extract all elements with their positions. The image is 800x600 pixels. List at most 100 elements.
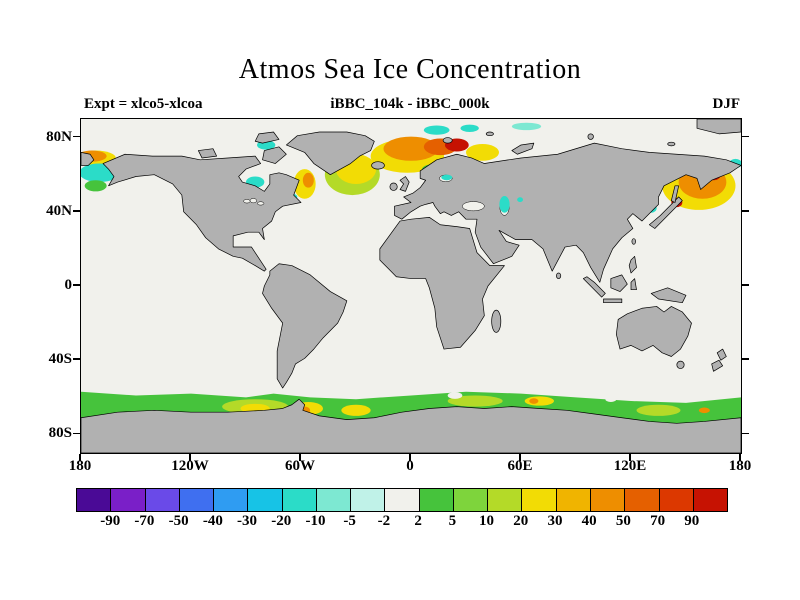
colorbar-cell-2 <box>145 489 180 511</box>
land-baffin-island <box>263 147 287 164</box>
land-taiwan <box>632 239 636 245</box>
antarctic-band-yellowgreen-2 <box>447 395 503 407</box>
antarctic-band-orange-3 <box>698 407 710 414</box>
arctic-lightcyan <box>511 122 542 131</box>
colorbar-cell-5 <box>248 489 283 511</box>
colorbar-label-30: 30 <box>547 513 563 529</box>
colorbar-label-2: 2 <box>414 513 422 529</box>
land-java <box>604 299 622 303</box>
colorbar-label--30: -30 <box>237 513 258 529</box>
colorbar-label-20: 20 <box>513 513 529 529</box>
land-australia <box>616 306 691 356</box>
x-tick <box>79 454 81 461</box>
colorbar-cell-7 <box>316 489 352 511</box>
colorbar-label-5: 5 <box>448 513 457 529</box>
y-axis-label-40N: 40N <box>46 202 72 219</box>
x-axis-label-60E: 60E <box>507 458 533 474</box>
colorbar-label--2: -2 <box>377 513 391 529</box>
colorbar-cell-10 <box>419 489 454 511</box>
land-japan <box>649 197 682 229</box>
aral-cyan <box>517 197 524 203</box>
y-tick-left <box>73 135 80 138</box>
antarctic-band-gap-1 <box>447 392 463 399</box>
colorbar-label--50: -50 <box>168 513 189 529</box>
sea-lake-erie-ontario <box>257 202 264 205</box>
colorbar-label-70: 70 <box>650 513 666 529</box>
land-new-guinea <box>651 288 686 303</box>
x-tick <box>189 454 191 461</box>
colorbar-cell-11 <box>453 489 489 511</box>
colorbar-label--70: -70 <box>134 513 155 529</box>
land-new-siberian-islands <box>668 142 675 146</box>
colorbar-label--90: -90 <box>100 513 121 529</box>
land-madagascar <box>492 310 501 332</box>
colorbar-label-90: 90 <box>684 513 700 529</box>
sea-lake-superior <box>244 199 251 203</box>
colorbar-cell-14 <box>556 489 591 511</box>
colorbar-cell-12 <box>488 489 523 511</box>
colorbar-cell-1 <box>111 489 146 511</box>
baltic-cyan <box>441 174 453 181</box>
land-iceland <box>372 162 385 169</box>
colorbar-label--5: -5 <box>343 513 356 529</box>
x-axis-label-0: 0 <box>406 458 414 474</box>
antarctic-band-gap-2 <box>605 396 617 402</box>
y-tick-left <box>73 432 80 435</box>
land-borneo <box>611 275 628 292</box>
y-axis-label-0: 0 <box>64 277 73 293</box>
antarctic-band-yellowgreen-3 <box>636 404 681 416</box>
land-top-right-mask <box>697 119 741 134</box>
natl-orange-main <box>383 136 439 161</box>
x-axis-label-120E: 120E <box>613 458 647 474</box>
colorbar-cell-3 <box>179 489 215 511</box>
land-africa <box>380 217 505 349</box>
colorbar-label-50: 50 <box>615 513 631 529</box>
land-tasmania <box>677 361 684 368</box>
x-tick <box>299 454 301 461</box>
land-south-america <box>263 264 347 388</box>
colorbar-cell-15 <box>590 489 626 511</box>
y-axis-label-80S: 80S <box>48 425 72 442</box>
colorbar-label--20: -20 <box>271 513 292 529</box>
colorbar-cell-18 <box>693 489 728 511</box>
bering-green <box>84 180 107 192</box>
land-north-america <box>103 154 301 271</box>
land-sri-lanka <box>556 273 560 279</box>
season-label: DJF <box>712 96 741 112</box>
land-chukotka-wrap <box>81 152 94 165</box>
colorbar-label-10: 10 <box>479 513 495 529</box>
land-great-britain <box>400 177 409 192</box>
arctic-cyan-1 <box>423 125 450 135</box>
y-tick-right <box>741 432 749 435</box>
colorbar <box>76 488 728 512</box>
y-tick-left <box>73 284 80 286</box>
land-franz-josef-land <box>486 132 493 136</box>
land-novaya-zemlya <box>512 143 534 154</box>
colorbar-label--10: -10 <box>305 513 326 529</box>
y-tick-left <box>73 210 80 212</box>
colorbar-label--40: -40 <box>202 513 223 529</box>
labrador-orange <box>302 172 314 188</box>
colorbar-cell-16 <box>625 489 660 511</box>
land-sakhalin <box>671 186 678 203</box>
y-tick-right <box>741 358 749 360</box>
land-greenland <box>286 132 374 175</box>
land-antarctica <box>81 399 741 453</box>
sea-lake-michigan-huron <box>250 198 257 202</box>
colorbar-cell-0 <box>77 489 112 511</box>
colorbar-cell-17 <box>659 489 694 511</box>
x-tick <box>519 454 521 461</box>
chart-title: Atmos Sea Ice Concentration <box>238 54 582 85</box>
world-map <box>81 119 741 453</box>
land-sumatra <box>583 277 605 297</box>
y-tick-right <box>741 284 749 286</box>
land-new-zealand-south <box>712 360 723 371</box>
x-tick <box>409 454 411 461</box>
x-axis-label-60W: 60W <box>285 458 315 474</box>
colorbar-cell-13 <box>522 489 557 511</box>
y-axis-label-40S: 40S <box>48 351 72 368</box>
x-axis-label-180: 180 <box>728 458 752 474</box>
map-plot-area <box>80 118 742 454</box>
experiment-label: Expt = xlco5-xlcoa <box>84 96 203 112</box>
